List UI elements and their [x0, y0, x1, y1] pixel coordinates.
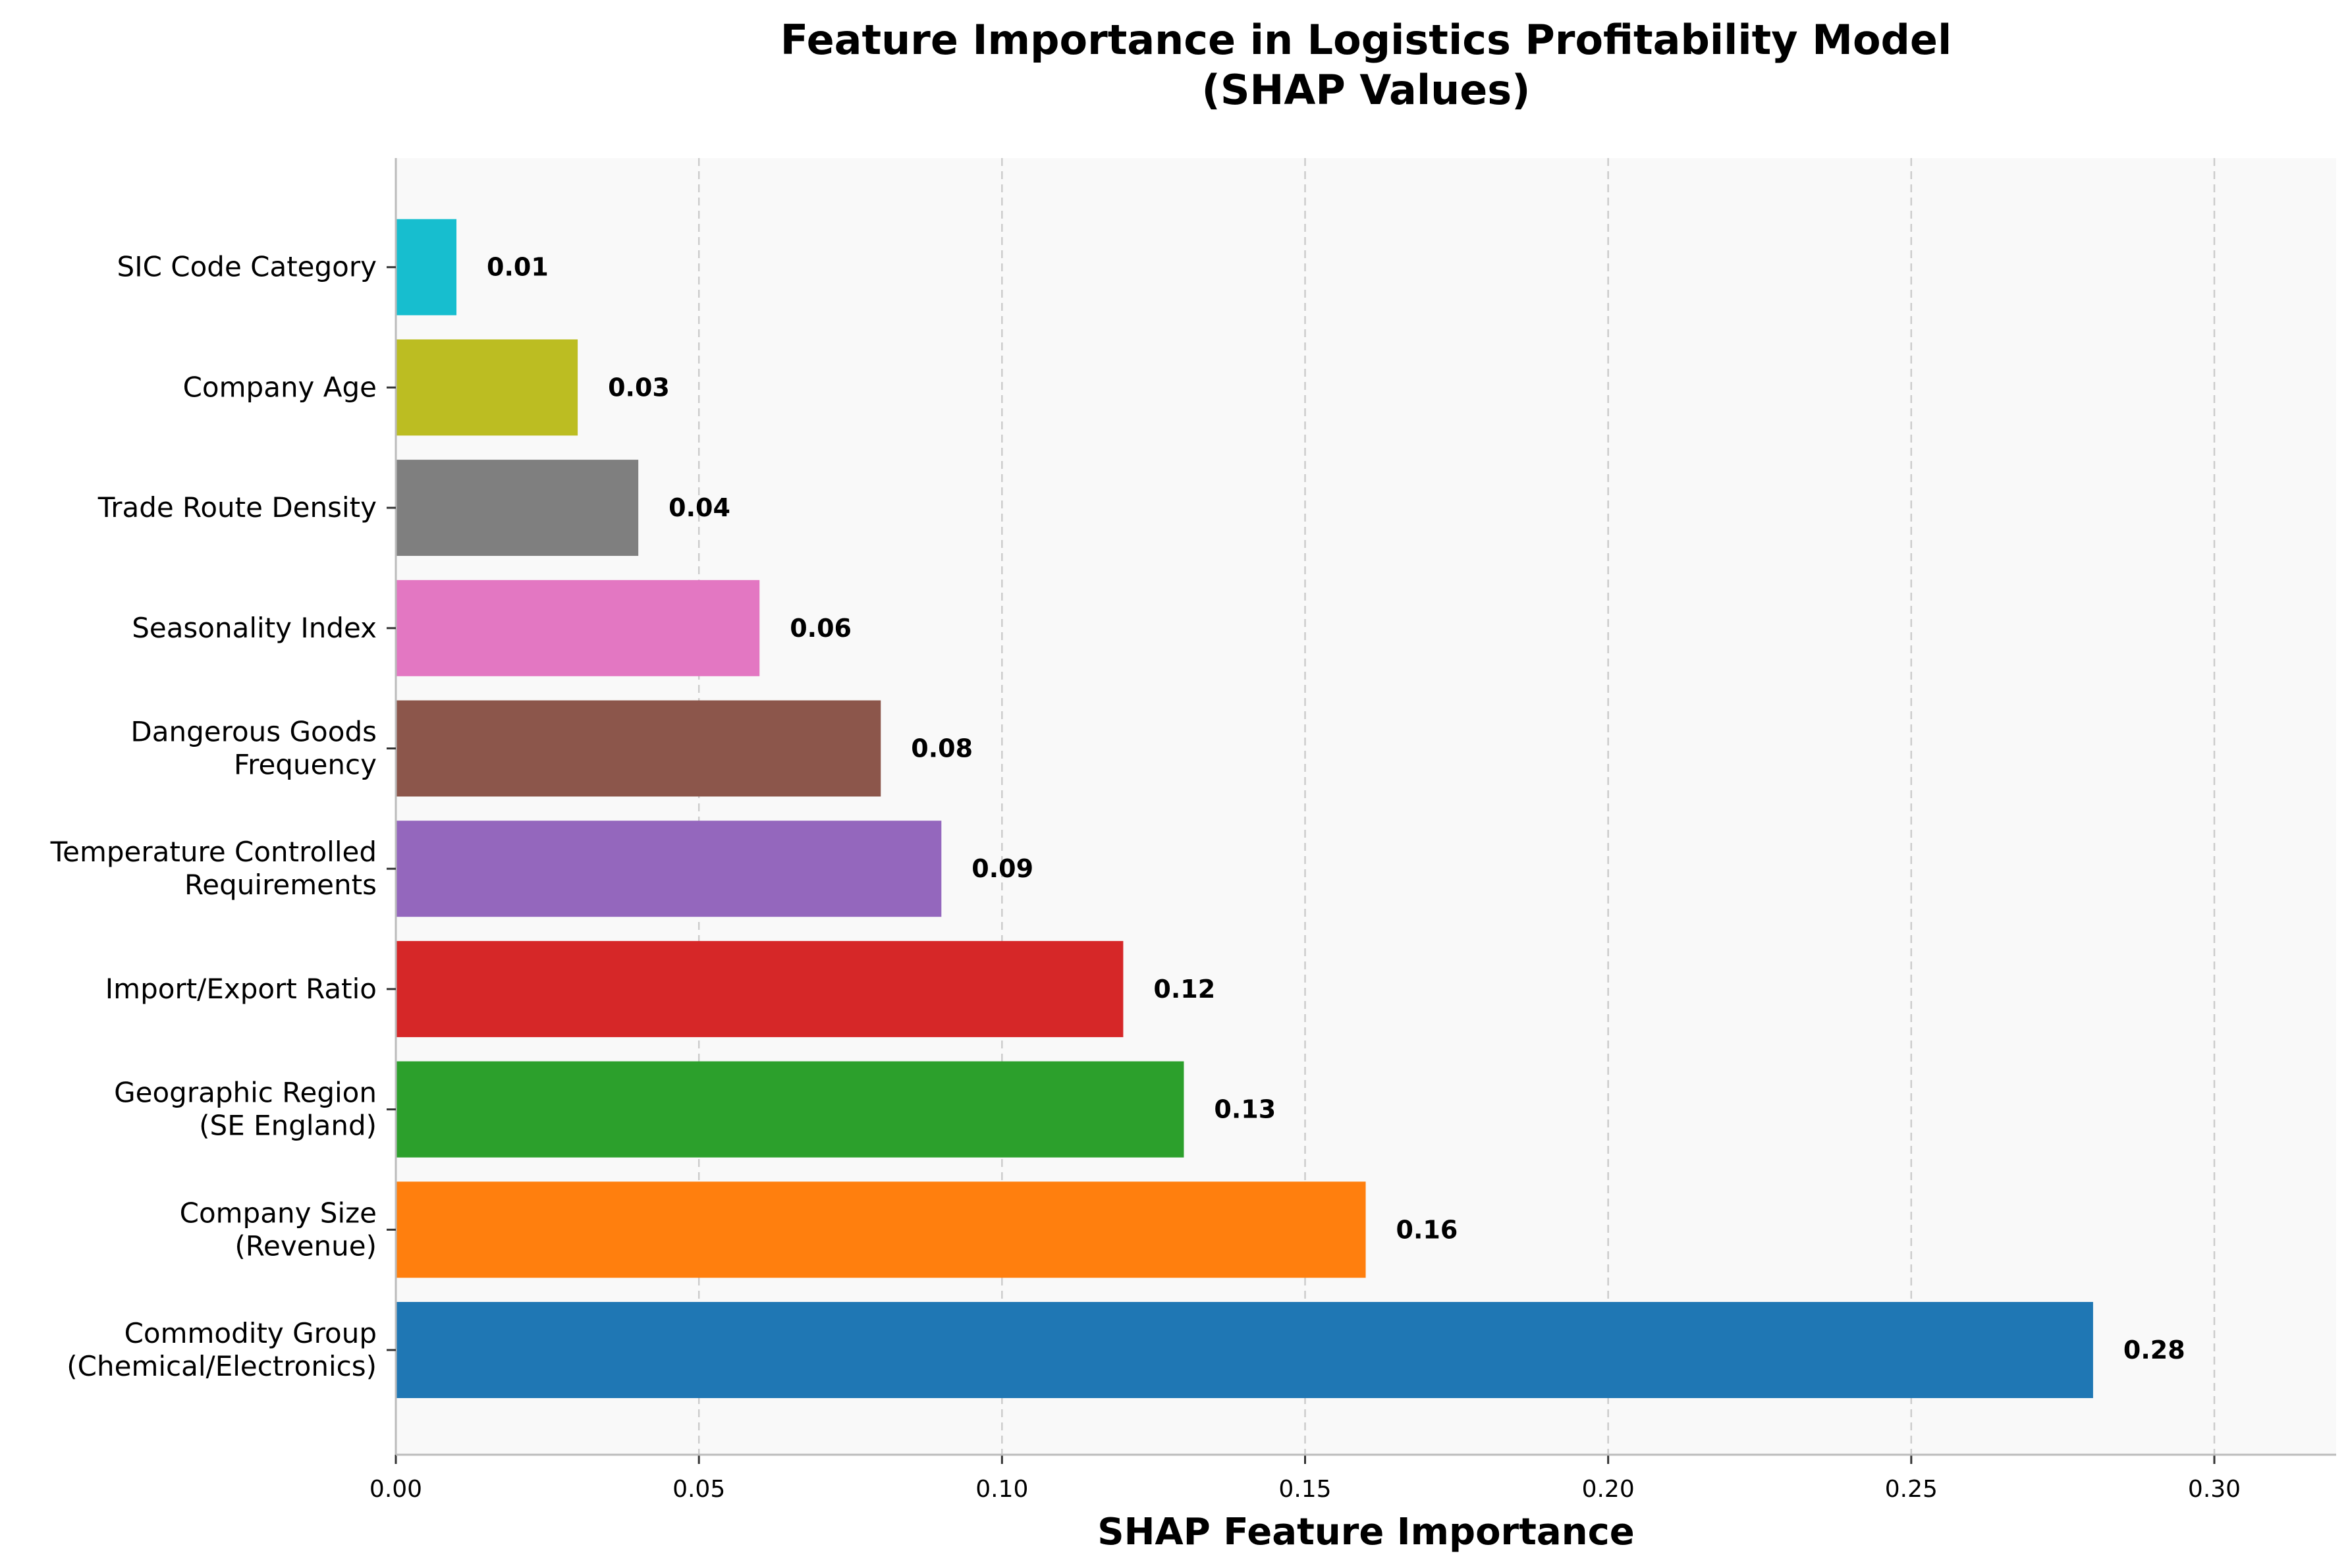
x-tick-labels: 0.00 0.05 0.10 0.15 0.20 0.25 0.30	[369, 1476, 2241, 1503]
axes	[387, 158, 2336, 1464]
value-label: 0.12	[1153, 975, 1215, 1004]
value-label: 0.28	[2123, 1336, 2185, 1365]
value-label: 0.04	[669, 493, 730, 522]
y-tick-label: Geographic Region (SE England)	[114, 1077, 377, 1142]
bar	[396, 940, 1124, 1037]
y-tick-label: Seasonality Index	[132, 612, 377, 644]
bar	[396, 1302, 2093, 1398]
x-tick-label: 0.30	[2188, 1476, 2241, 1503]
value-label: 0.08	[911, 734, 973, 763]
bar	[396, 821, 942, 917]
y-tick-labels: Commodity Group (Chemical/Electronics) Com…	[50, 251, 377, 1382]
value-label: 0.01	[487, 253, 549, 282]
value-label: 0.03	[608, 373, 670, 402]
bar	[396, 219, 457, 315]
bar	[396, 580, 760, 676]
x-tick-label: 0.00	[369, 1476, 422, 1503]
value-labels: 0.28 0.16 0.13 0.12 0.09 0.08 0.06 0.04 0.03 0.01	[487, 253, 2185, 1365]
value-label: 0.09	[971, 854, 1033, 883]
y-tick-label: SIC Code Category	[117, 251, 377, 283]
bar	[396, 700, 881, 797]
x-axis-label: SHAP Feature Importance	[1097, 1511, 1635, 1554]
x-tick-label: 0.05	[672, 1476, 725, 1503]
value-label: 0.13	[1214, 1095, 1276, 1124]
bar	[396, 339, 578, 436]
x-tick-label: 0.20	[1582, 1476, 1635, 1503]
bars	[396, 219, 2093, 1398]
bar	[396, 1181, 1366, 1278]
value-label: 0.06	[790, 614, 852, 643]
y-tick-label: Company Age	[183, 371, 377, 403]
chart-title: Feature Importance in Logistics Profitab…	[780, 16, 1952, 114]
y-tick-label: Commodity Group (Chemical/Electronics)	[67, 1317, 377, 1382]
y-tick-label: Dangerous Goods Frequency	[130, 716, 377, 781]
y-tick-label: Temperature Controlled Requirements	[50, 836, 377, 901]
y-tick-label: Company Size (Revenue)	[180, 1197, 377, 1262]
x-tick-label: 0.15	[1278, 1476, 1331, 1503]
y-tick-label: Trade Route Density	[97, 491, 377, 524]
bar	[396, 1061, 1184, 1158]
x-tick-label: 0.10	[975, 1476, 1028, 1503]
bar	[396, 460, 639, 556]
value-label: 0.16	[1396, 1215, 1458, 1244]
x-tick-label: 0.25	[1885, 1476, 1938, 1503]
y-tick-label: Import/Export Ratio	[105, 973, 377, 1005]
